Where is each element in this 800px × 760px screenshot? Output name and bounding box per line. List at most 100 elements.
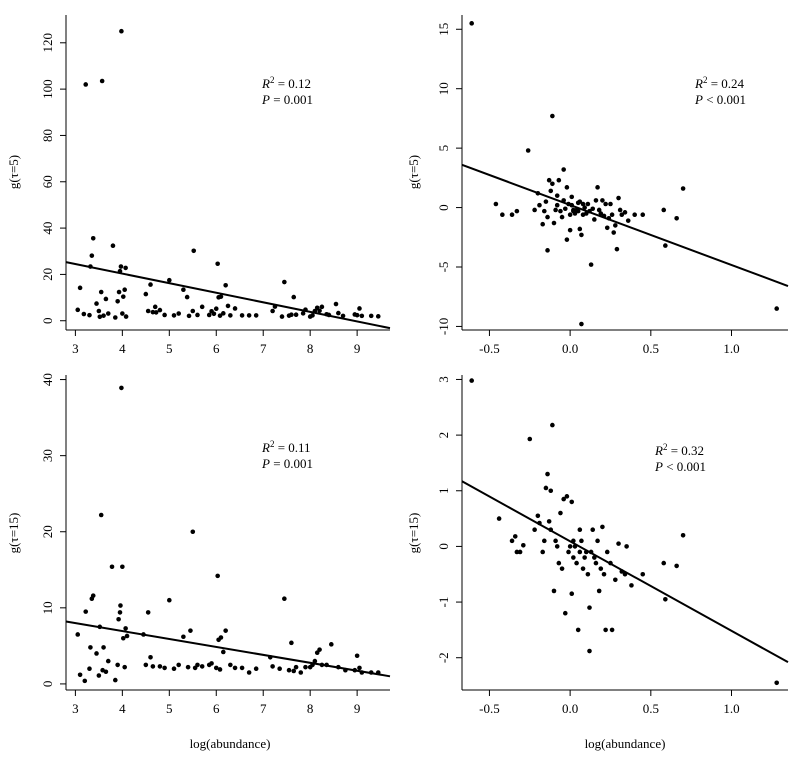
data-point xyxy=(619,212,625,217)
data-point xyxy=(96,673,102,678)
data-point xyxy=(96,308,102,314)
data-point xyxy=(109,564,115,570)
y-tick-label: -5 xyxy=(436,262,451,273)
data-point xyxy=(613,577,618,583)
x-tick-label: -0.5 xyxy=(479,341,500,356)
data-point xyxy=(101,645,106,650)
data-point xyxy=(270,308,275,314)
data-point xyxy=(525,148,531,153)
y-tick-label: 120 xyxy=(40,33,55,53)
data-point xyxy=(577,199,583,204)
data-point xyxy=(81,311,87,317)
data-point xyxy=(148,282,153,287)
x-tick-label: 0.0 xyxy=(562,341,578,356)
data-point xyxy=(105,311,111,316)
data-point xyxy=(608,201,613,207)
data-point xyxy=(153,310,159,315)
data-point xyxy=(317,308,322,314)
data-point xyxy=(293,664,299,670)
data-point xyxy=(99,78,105,84)
data-point xyxy=(550,181,555,187)
data-point xyxy=(514,208,520,214)
chart-panel-3: 0 10 20 30 40 3 4 5 6 7 8 9 g(τ=15) log(abundance) R2 … xyxy=(6,373,391,751)
data-point xyxy=(232,665,238,671)
data-point xyxy=(123,626,128,631)
data-point xyxy=(604,225,610,231)
data-point xyxy=(542,208,547,214)
data-point xyxy=(218,635,224,640)
data-point xyxy=(75,307,81,313)
regression-line xyxy=(461,480,789,664)
data-point xyxy=(223,628,228,633)
data-point xyxy=(98,289,104,295)
data-point xyxy=(143,291,149,297)
data-point xyxy=(625,218,631,223)
data-point xyxy=(680,532,686,538)
y-axis-label: g(τ=5) xyxy=(6,155,21,189)
data-point xyxy=(171,666,177,671)
data-point xyxy=(564,185,570,190)
data-point xyxy=(598,566,604,571)
data-point xyxy=(593,560,599,566)
data-point xyxy=(277,666,282,671)
data-point xyxy=(550,113,555,119)
data-point xyxy=(357,665,362,671)
y-tick-label: 20 xyxy=(40,268,55,281)
y-tick-label: -2 xyxy=(436,652,451,663)
data-point xyxy=(221,311,226,316)
data-point xyxy=(119,28,124,34)
data-point xyxy=(120,311,125,316)
data-point xyxy=(540,221,545,227)
data-point xyxy=(191,248,197,254)
data-point xyxy=(124,633,130,639)
y-tick-label: 20 xyxy=(40,525,55,538)
data-point xyxy=(310,313,315,318)
data-point xyxy=(77,285,83,291)
data-point xyxy=(120,635,126,641)
x-tick-label: 0.5 xyxy=(643,701,659,716)
y-tick-label: 10 xyxy=(40,601,55,614)
data-point xyxy=(143,662,149,668)
x-tick-label: 1.0 xyxy=(723,341,739,356)
x-tick-label: 9 xyxy=(354,701,361,716)
data-point xyxy=(537,202,542,208)
p-value-annotation: P < 0.001 xyxy=(694,92,746,107)
data-point xyxy=(77,672,83,678)
r-squared-annotation: R2 = 0.11 xyxy=(261,439,311,455)
x-tick-label: 1.0 xyxy=(723,701,739,716)
data-point xyxy=(509,538,515,544)
data-point xyxy=(622,210,628,215)
data-point xyxy=(181,287,186,292)
x-tick-label: 6 xyxy=(213,341,220,356)
data-point xyxy=(613,223,618,228)
y-tick-label: 3 xyxy=(436,376,451,383)
data-point xyxy=(213,306,219,311)
data-point xyxy=(239,665,245,671)
data-point xyxy=(580,566,586,571)
data-point xyxy=(558,510,563,516)
data-point xyxy=(186,313,192,319)
data-point xyxy=(674,563,679,569)
data-point xyxy=(567,544,573,549)
data-point xyxy=(152,304,158,310)
data-point xyxy=(595,185,600,190)
data-point xyxy=(123,314,129,319)
x-tick-label: 8 xyxy=(307,701,314,716)
data-point xyxy=(580,201,586,207)
data-point xyxy=(289,640,294,646)
chart-panel-1: 0 20 40 60 80 100 120 3 4 5 6 7 8 9 g(τ=5) R2 = 0.12P =… xyxy=(6,15,391,356)
data-point xyxy=(598,211,604,216)
y-tick-label: 0 xyxy=(40,317,55,324)
data-point xyxy=(87,666,92,671)
data-point xyxy=(115,662,120,668)
data-point xyxy=(123,265,128,271)
data-point xyxy=(217,667,223,672)
data-point xyxy=(569,499,575,505)
data-point xyxy=(582,205,587,210)
data-point xyxy=(585,201,591,207)
data-point xyxy=(375,314,381,319)
data-point xyxy=(354,312,360,318)
data-point xyxy=(291,668,297,674)
data-point xyxy=(561,167,566,172)
